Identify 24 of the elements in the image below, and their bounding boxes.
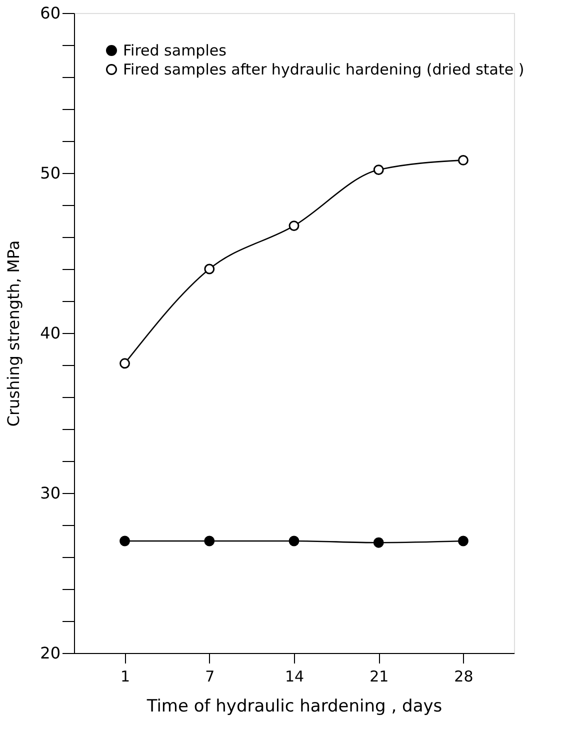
y-tick-label: 60 <box>40 4 60 22</box>
x-tick-label: 7 <box>205 668 215 686</box>
y-tick-label: 30 <box>40 484 60 502</box>
point <box>204 536 215 546</box>
y-axis-title: Crushing strength, MPa <box>4 240 24 427</box>
point <box>120 358 130 369</box>
point <box>288 536 300 546</box>
point <box>204 264 215 274</box>
point <box>120 536 130 546</box>
x-axis-title: Time of hydraulic hardening , days <box>146 696 442 716</box>
y-tick-label: 50 <box>40 164 60 182</box>
x-tick-label: 21 <box>370 668 389 686</box>
point <box>458 154 468 166</box>
y-tick-label: 40 <box>40 324 60 342</box>
x-tick-label: 28 <box>454 668 474 686</box>
x-tick-label: 1 <box>120 668 130 686</box>
legend-label: Fired samples after hydraulic hardening (dried state ) <box>123 60 524 78</box>
point <box>458 536 468 546</box>
point <box>373 537 384 548</box>
x-tick-label: 14 <box>284 668 304 686</box>
y-tick-label: 20 <box>40 644 60 662</box>
legend-label: Fired samples <box>123 42 227 60</box>
point <box>373 164 384 176</box>
point <box>288 220 300 232</box>
